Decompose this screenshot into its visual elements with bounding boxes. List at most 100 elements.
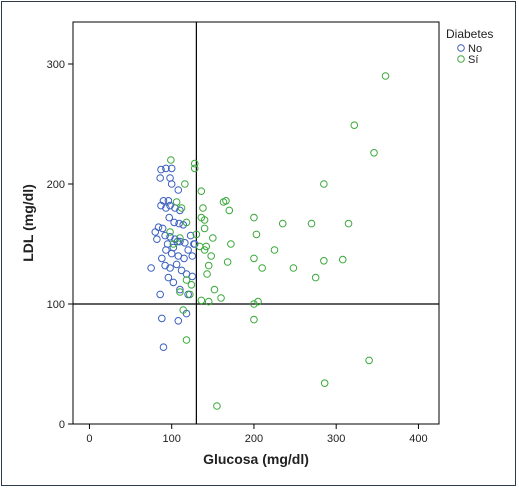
point-s <box>204 261 213 270</box>
point-s <box>182 276 191 284</box>
point-s <box>166 228 174 236</box>
point-no <box>159 343 168 352</box>
legend-marker-no <box>457 44 465 52</box>
point-no <box>172 260 181 269</box>
point-no <box>164 273 173 282</box>
point-s <box>217 294 225 302</box>
point-no <box>174 186 183 194</box>
point-no <box>166 233 174 241</box>
point-s <box>187 281 196 289</box>
point-s <box>289 264 298 272</box>
point-no <box>167 164 176 173</box>
point-s <box>250 315 258 324</box>
point-no <box>190 240 199 248</box>
point-no <box>159 197 168 205</box>
legend-title: Diabetes <box>446 27 493 41</box>
point-no <box>169 278 178 287</box>
y-tick-label: 300 <box>47 59 65 71</box>
point-no <box>171 235 179 243</box>
point-no <box>166 264 174 272</box>
point-s <box>350 121 359 129</box>
point-s <box>252 230 261 239</box>
point-no <box>177 266 186 275</box>
point-no <box>154 223 163 231</box>
point-no <box>164 197 173 205</box>
point-s <box>167 156 175 164</box>
point-s <box>320 180 328 188</box>
point-s <box>311 273 320 282</box>
point-s <box>179 306 188 314</box>
point-s <box>338 255 347 264</box>
point-s <box>320 257 328 265</box>
point-no <box>158 224 167 233</box>
point-s <box>222 197 230 205</box>
point-no <box>186 231 195 240</box>
point-no <box>188 272 197 281</box>
point-s <box>197 187 206 195</box>
point-no <box>167 180 176 188</box>
point-no <box>181 239 189 247</box>
point-no <box>156 174 164 182</box>
point-s <box>365 356 373 365</box>
point-no <box>180 254 188 263</box>
point-no <box>157 201 165 210</box>
point-s <box>199 204 207 212</box>
point-s <box>381 72 390 80</box>
y-axis: 0 100 200 300 <box>47 59 73 431</box>
point-s <box>320 379 329 388</box>
point-s <box>223 258 232 266</box>
point-s <box>177 204 186 212</box>
point-s <box>250 254 258 263</box>
point-s <box>192 230 201 239</box>
point-no <box>158 254 166 263</box>
point-s <box>176 234 184 242</box>
point-no <box>175 219 183 228</box>
point-s <box>190 159 199 168</box>
point-s <box>213 402 221 410</box>
point-s <box>197 213 206 222</box>
point-s <box>270 246 279 254</box>
legend-label-no: No <box>468 43 482 55</box>
point-s <box>197 296 206 305</box>
point-s <box>204 297 213 306</box>
point-no <box>161 261 169 270</box>
point-no <box>176 206 184 215</box>
legend-marker-s <box>457 55 465 63</box>
point-s <box>254 297 262 306</box>
point-s <box>200 246 209 254</box>
point-no <box>166 201 174 210</box>
point-no <box>158 314 166 323</box>
reference-lines <box>73 22 439 424</box>
point-no <box>156 290 164 299</box>
y-tick-label: 0 <box>59 419 65 431</box>
point-no <box>176 237 184 246</box>
point-s <box>172 198 181 206</box>
point-s <box>209 234 217 242</box>
point-no <box>153 235 161 243</box>
point-s <box>181 180 189 188</box>
point-s <box>190 164 199 173</box>
point-s <box>210 285 219 294</box>
point-s <box>370 149 378 157</box>
y-tick-label: 200 <box>47 179 65 191</box>
point-s <box>250 300 258 308</box>
x-tick-label: 300 <box>327 433 345 445</box>
point-s <box>225 206 234 215</box>
point-s <box>227 240 235 248</box>
point-no <box>184 246 192 254</box>
point-s <box>185 290 194 299</box>
point-no <box>162 164 170 173</box>
y-tick-label: 100 <box>47 299 65 311</box>
x-tick-label: 400 <box>409 433 427 445</box>
x-tick-label: 0 <box>86 433 92 445</box>
point-no <box>188 252 197 260</box>
point-no <box>157 165 165 174</box>
y-axis-title: LDL (mg/dl) <box>20 184 36 262</box>
plot-area <box>72 21 440 425</box>
point-s <box>182 218 191 227</box>
x-tick-label: 100 <box>163 433 181 445</box>
data-points <box>147 72 390 410</box>
point-s <box>258 264 266 272</box>
